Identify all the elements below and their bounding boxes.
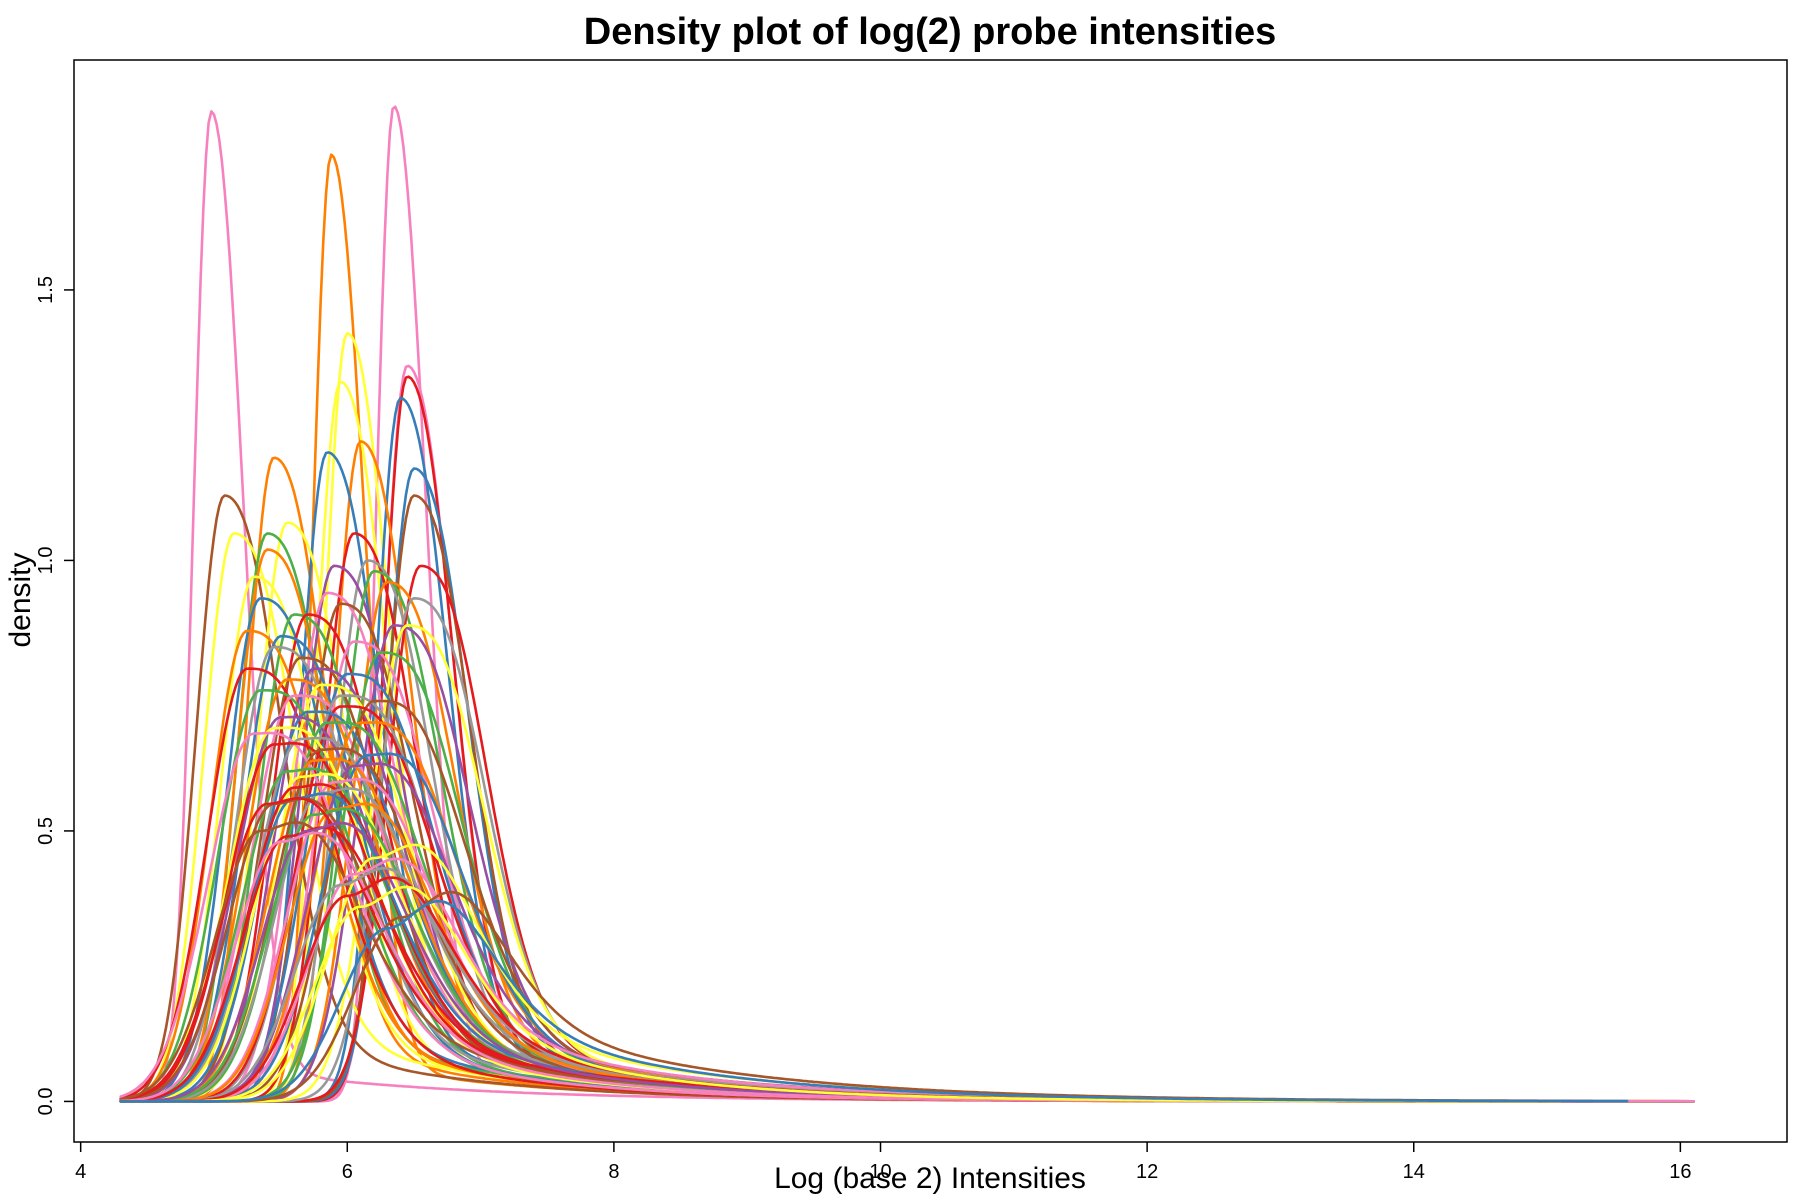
x-tick-label: 14 [1403,1161,1425,1183]
y-axis-label: density [4,552,37,647]
x-axis-label: Log (base 2) Intensities [774,1162,1086,1195]
chart-title: Density plot of log(2) probe intensities [584,11,1276,53]
y-axis: 0.0 0.5 1.0 1.5 [35,276,74,1115]
density-curve [119,797,1629,1103]
density-curve [119,548,1629,1103]
plot-frame [73,59,1788,1143]
density-curve [119,866,1495,1103]
y-tick-label: 0.0 [35,1088,57,1116]
x-tick-label: 4 [75,1161,86,1183]
density-curve [119,105,1527,1103]
density-curve [119,899,1629,1103]
x-tick-label: 6 [342,1161,353,1183]
x-tick-label: 12 [1136,1161,1158,1183]
y-tick-label: 0.5 [35,817,57,845]
density-curve [119,762,1629,1103]
density-curve [119,885,1562,1103]
density-curves [119,105,1695,1103]
x-tick-label: 10 [869,1161,891,1183]
y-tick-label: 1.0 [35,547,57,575]
x-axis: 4 6 8 10 12 14 16 [75,1142,1691,1183]
x-tick-label: 8 [608,1161,619,1183]
x-tick-label: 16 [1669,1161,1691,1183]
y-tick-label: 1.5 [35,276,57,304]
